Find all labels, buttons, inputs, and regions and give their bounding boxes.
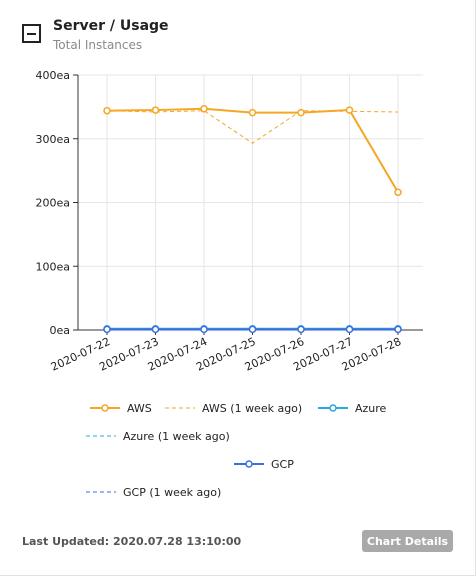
y-tick-label: 0ea: [49, 324, 70, 337]
series-point: [103, 325, 111, 334]
legend-marker: [101, 404, 109, 412]
series-point: [345, 106, 354, 114]
series-point: [248, 108, 257, 117]
series-point: [345, 325, 354, 334]
collapse-icon[interactable]: [22, 24, 41, 43]
series-point: [200, 325, 208, 334]
chart-details-button[interactable]: Chart Details: [362, 530, 453, 552]
series-point: [103, 106, 111, 115]
y-tick-label: 400ea: [35, 69, 70, 82]
legend-label: Azure: [355, 402, 387, 415]
series-point: [297, 325, 305, 334]
legend-label: AWS (1 week ago): [202, 402, 302, 415]
legend-label: GCP (1 week ago): [123, 486, 221, 499]
series-point: [248, 325, 257, 334]
series-point: [297, 108, 305, 117]
legend-marker: [245, 460, 253, 468]
y-tick-label: 100ea: [35, 260, 70, 273]
legend-label: Azure (1 week ago): [123, 430, 230, 443]
last-updated: Last Updated: 2020.07.28 13:10:00: [22, 535, 241, 548]
minus-bar: [27, 33, 36, 35]
series-point: [394, 325, 402, 334]
last-updated-label: Last Updated:: [22, 535, 110, 548]
series-point: [151, 106, 160, 114]
legend-label: GCP: [271, 458, 294, 471]
widget-subtitle: Total Instances: [53, 38, 143, 52]
legend-marker: [329, 404, 337, 412]
series-point: [394, 188, 402, 197]
y-tick-label: 200ea: [35, 197, 70, 210]
series-point: [200, 105, 208, 113]
widget-title: Server / Usage: [53, 18, 169, 34]
series-point: [151, 325, 160, 334]
line-chart: 0ea100ea200ea300ea400ea2020-07-222020-07…: [35, 69, 423, 499]
legend-label: AWS: [127, 402, 152, 415]
y-tick-label: 300ea: [35, 133, 70, 146]
last-updated-value: 2020.07.28 13:10:00: [113, 535, 242, 548]
